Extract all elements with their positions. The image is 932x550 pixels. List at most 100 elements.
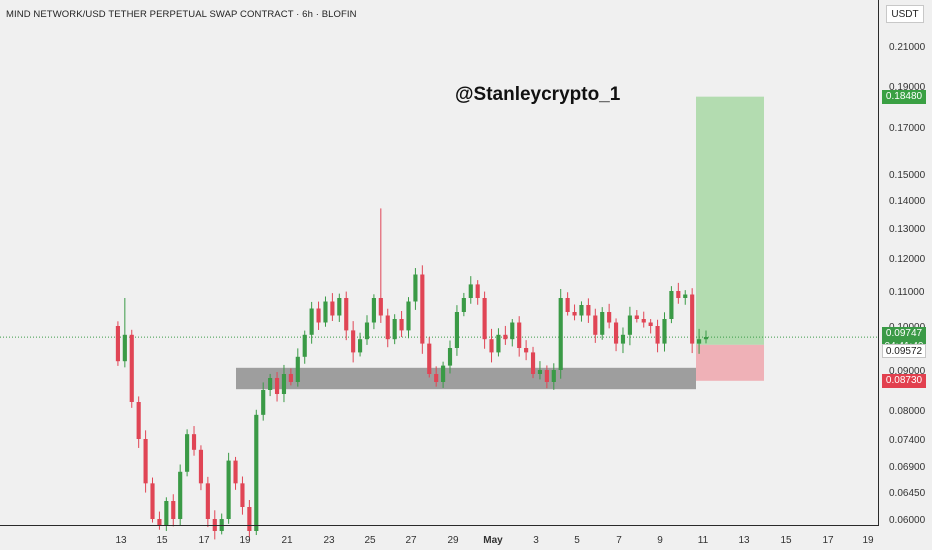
- watermark-handle: @Stanleycrypto_1: [455, 84, 621, 105]
- price-tick-label: 0.06900: [889, 462, 926, 473]
- candle-body: [157, 519, 162, 525]
- candle-body: [178, 471, 183, 519]
- price-tick-label: 0.15000: [889, 170, 926, 181]
- candle-body: [517, 322, 522, 348]
- candle-body: [281, 374, 287, 394]
- time-tick-label: 27: [405, 535, 417, 546]
- candle-body: [579, 305, 584, 316]
- stop-price-label: 0.08730: [882, 373, 926, 388]
- target-price-label: 0.18480: [882, 89, 926, 104]
- candle-body: [198, 449, 204, 484]
- candle-body: [641, 319, 646, 323]
- price-tick-label: 0.08000: [889, 406, 926, 417]
- time-tick-label: 15: [780, 535, 792, 546]
- candle-body: [309, 308, 314, 335]
- candle-body: [337, 298, 342, 316]
- price-tick-label: 0.19000: [889, 82, 926, 93]
- candle-body: [613, 322, 619, 344]
- candle-body: [171, 501, 176, 519]
- candle-body: [122, 334, 127, 362]
- candle-body: [447, 348, 453, 366]
- candle-body: [593, 315, 598, 335]
- candle-body: [482, 298, 487, 340]
- stop-zone: [696, 344, 764, 381]
- time-tick-label: 13: [115, 535, 127, 546]
- time-tick-label: 7: [616, 535, 622, 546]
- candle-body: [413, 274, 418, 302]
- candle-body: [676, 291, 681, 298]
- candle-body: [254, 414, 259, 531]
- candle-body: [164, 501, 169, 525]
- candle-body: [247, 507, 252, 531]
- candle-body: [233, 460, 238, 484]
- candle-body: [274, 378, 280, 394]
- time-tick-label: 15: [156, 535, 168, 546]
- candle-body: [544, 370, 549, 382]
- candle-body: [565, 298, 570, 312]
- candle-body: [697, 339, 702, 344]
- target-zone: [696, 96, 764, 345]
- last-price-label: 0.09747: [882, 327, 926, 342]
- candle-body: [295, 356, 300, 382]
- candle-body: [420, 274, 425, 344]
- candle-body: [600, 312, 605, 335]
- candle-body: [351, 330, 356, 353]
- candle-body: [627, 315, 632, 335]
- candle-body: [620, 334, 626, 344]
- candle-body: [634, 315, 639, 319]
- price-tick-label: 0.12000: [889, 254, 926, 265]
- candle-body: [399, 319, 404, 331]
- candle-body: [191, 434, 197, 450]
- candle-body: [330, 301, 335, 316]
- candle-body: [427, 343, 432, 374]
- candle-body: [434, 374, 439, 382]
- time-axis-border: [0, 525, 879, 526]
- time-tick-label: 11: [698, 535, 709, 546]
- candle-body: [323, 301, 328, 323]
- price-tick-label: 0.06000: [889, 515, 926, 526]
- candle-body: [316, 308, 321, 323]
- candle-body: [607, 312, 612, 323]
- candle-body: [558, 298, 563, 370]
- candle-body: [524, 348, 529, 353]
- price-tick-label: 0.17000: [889, 123, 926, 134]
- candle-body: [586, 305, 591, 316]
- candle-body: [357, 339, 363, 353]
- time-tick-label: 29: [447, 535, 459, 546]
- candle-body: [655, 326, 660, 344]
- candle-body: [302, 334, 307, 357]
- candle-body: [288, 374, 293, 382]
- time-tick-label: 19: [239, 535, 251, 546]
- candle-body: [454, 312, 460, 348]
- time-tick-label: 17: [822, 535, 834, 546]
- candle-body: [143, 439, 148, 484]
- candle-body: [441, 365, 446, 382]
- candle-body: [503, 334, 508, 340]
- candle-body: [496, 334, 501, 353]
- price-tick-label: 0.06450: [889, 488, 926, 499]
- candle-body: [364, 322, 370, 340]
- candle-body: [475, 284, 480, 298]
- support-zone: [236, 367, 696, 390]
- candle-body: [648, 322, 653, 326]
- time-tick-label: 3: [533, 535, 539, 546]
- candle-body: [662, 319, 667, 344]
- price-tick-label: 0.07400: [889, 435, 926, 446]
- price-tick-label: 0.14000: [889, 196, 926, 207]
- candle-body: [226, 460, 231, 519]
- candle-body: [669, 291, 674, 319]
- time-tick-label: 21: [281, 535, 293, 546]
- candle-body: [510, 322, 515, 340]
- candle-body: [129, 334, 134, 402]
- candle-body: [572, 312, 577, 316]
- price-tick-label: 0.21000: [889, 42, 926, 53]
- price-axis-border: [878, 0, 879, 526]
- candle-body: [690, 294, 695, 344]
- time-tick-label: 5: [574, 535, 580, 546]
- time-tick-label: 23: [323, 535, 335, 546]
- candle-body: [461, 298, 466, 312]
- candle-body: [136, 402, 141, 439]
- time-tick-label: 19: [862, 535, 874, 546]
- currency-selector[interactable]: USDT: [886, 5, 924, 23]
